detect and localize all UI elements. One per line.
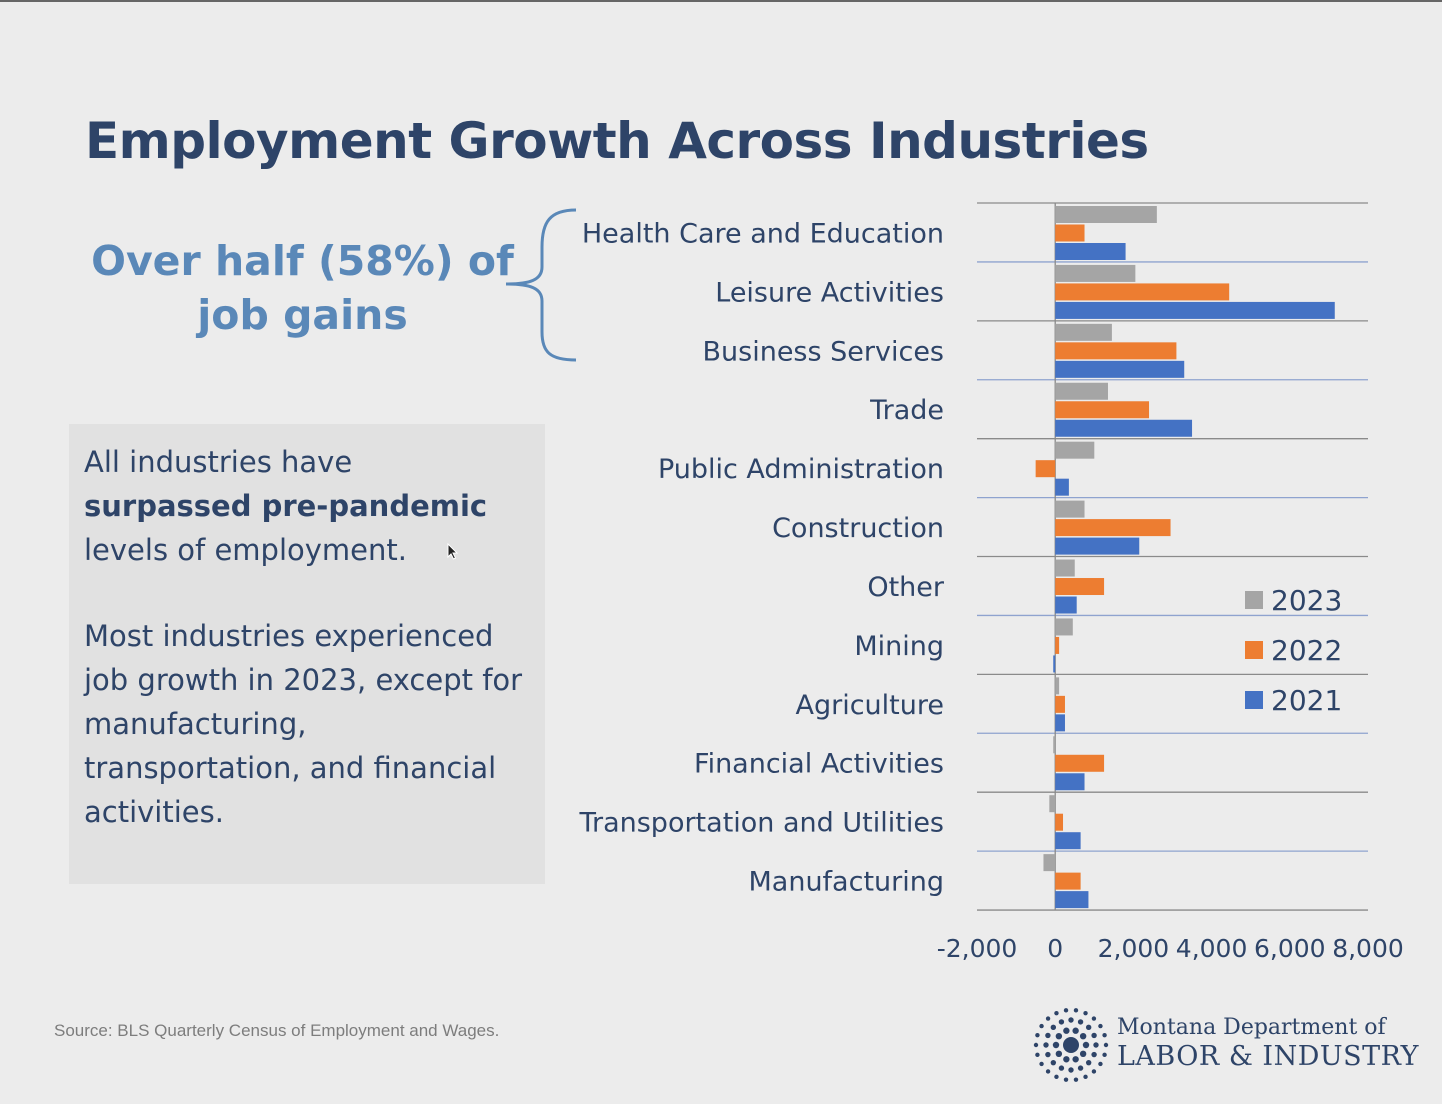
bar-2023 bbox=[1055, 618, 1073, 636]
tick-label: 0 bbox=[1047, 934, 1063, 963]
bar-2021 bbox=[1055, 243, 1126, 260]
category-label: Health Care and Education bbox=[582, 218, 944, 249]
bar-2022 bbox=[1055, 754, 1105, 772]
source-note: Source: BLS Quarterly Census of Employme… bbox=[54, 1021, 500, 1040]
legend-label: 2022 bbox=[1271, 634, 1342, 667]
bar-2022 bbox=[1055, 283, 1230, 301]
top-border bbox=[0, 0, 1442, 2]
chart-bars bbox=[1035, 206, 1335, 909]
bar-2023 bbox=[1055, 500, 1085, 518]
tick-label: 6,000 bbox=[1254, 934, 1326, 963]
bar-2022 bbox=[1055, 872, 1081, 890]
category-label: Mining bbox=[854, 631, 944, 662]
summary-text-b: levels of employment. bbox=[84, 533, 407, 567]
bar-2023 bbox=[1055, 264, 1136, 282]
summary-text-a: All industries have bbox=[84, 445, 353, 479]
bar-2023 bbox=[1055, 677, 1060, 695]
summary-text-bold: surpassed pre-pandemic bbox=[84, 489, 488, 523]
slide-title: Employment Growth Across Industries bbox=[85, 112, 1149, 170]
category-labels: Health Care and Education Leisure Activit… bbox=[578, 218, 944, 897]
bar-2021 bbox=[1055, 832, 1081, 850]
bar-2022 bbox=[1055, 578, 1105, 596]
bar-2022 bbox=[1055, 813, 1064, 831]
bar-2021 bbox=[1055, 301, 1335, 319]
category-label: Construction bbox=[772, 513, 944, 544]
category-label: Other bbox=[867, 572, 945, 603]
category-label: Business Services bbox=[703, 336, 945, 367]
legend-swatch bbox=[1245, 691, 1263, 709]
bar-2022 bbox=[1055, 695, 1065, 713]
bar-2022 bbox=[1035, 460, 1056, 478]
department-logo-text: Montana Department of LABOR & INDUSTRY bbox=[1117, 1014, 1419, 1072]
legend-label: 2021 bbox=[1271, 684, 1342, 717]
bar-2023 bbox=[1055, 323, 1112, 341]
bar-2021 bbox=[1055, 478, 1069, 496]
bar-2021 bbox=[1055, 419, 1193, 437]
bar-2023 bbox=[1055, 382, 1108, 400]
tick-label: 8,000 bbox=[1332, 934, 1404, 963]
legend-swatch bbox=[1245, 591, 1263, 609]
bar-2023 bbox=[1049, 795, 1056, 813]
category-label: Transportation and Utilities bbox=[578, 808, 944, 839]
bar-2021 bbox=[1055, 891, 1089, 909]
category-label: Leisure Activities bbox=[715, 277, 944, 308]
mouse-pointer-icon bbox=[447, 543, 459, 560]
summary-paragraph-1: All industries have surpassed pre-pandem… bbox=[84, 440, 531, 572]
category-label: Agriculture bbox=[796, 690, 945, 721]
legend-swatch bbox=[1245, 641, 1263, 659]
chart-gridlines bbox=[977, 202, 1368, 911]
bar-2022 bbox=[1055, 224, 1085, 242]
bar-2023 bbox=[1055, 206, 1157, 223]
bar-2021 bbox=[1053, 655, 1056, 673]
summary-paragraph-2: Most industries experienced job growth i… bbox=[84, 619, 523, 829]
bar-2021 bbox=[1055, 773, 1085, 791]
summary-box: All industries have surpassed pre-pandem… bbox=[69, 424, 545, 884]
bar-2021 bbox=[1055, 714, 1065, 732]
curly-brace-icon bbox=[505, 208, 577, 362]
bar-2021 bbox=[1055, 537, 1140, 555]
callout-line-2: job gains bbox=[197, 291, 408, 339]
bar-2023 bbox=[1043, 854, 1056, 872]
tick-label: -2,000 bbox=[937, 934, 1018, 963]
logo-line-2: LABOR & INDUSTRY bbox=[1117, 1041, 1419, 1072]
category-label: Manufacturing bbox=[748, 867, 944, 898]
bar-2022 bbox=[1055, 401, 1150, 419]
chart-legend: 2023 2022 2021 bbox=[1245, 584, 1342, 717]
tick-label: 4,000 bbox=[1176, 934, 1248, 963]
bar-2023 bbox=[1055, 441, 1095, 459]
bar-2022 bbox=[1055, 636, 1060, 654]
callout-line-1: Over half (58%) of bbox=[91, 237, 514, 285]
bar-2022 bbox=[1055, 342, 1177, 360]
x-axis-tick-labels: -2,000 0 2,000 4,000 6,000 8,000 bbox=[937, 934, 1404, 963]
category-label: Public Administration bbox=[658, 454, 944, 485]
job-gains-callout: Over half (58%) of job gains bbox=[80, 234, 525, 342]
department-seal-icon bbox=[1033, 1008, 1109, 1082]
bar-2022 bbox=[1055, 519, 1171, 537]
logo-line-1: Montana Department of bbox=[1117, 1015, 1386, 1040]
bar-2021 bbox=[1055, 360, 1185, 378]
tick-label: 2,000 bbox=[1098, 934, 1170, 963]
category-label: Trade bbox=[869, 395, 944, 426]
industry-growth-chart: Health Care and Education Leisure Activit… bbox=[578, 202, 1404, 963]
category-label: Financial Activities bbox=[694, 749, 944, 780]
bar-2023 bbox=[1053, 736, 1056, 754]
legend-label: 2023 bbox=[1271, 584, 1342, 617]
bar-2023 bbox=[1055, 559, 1075, 577]
bar-2021 bbox=[1055, 596, 1077, 614]
